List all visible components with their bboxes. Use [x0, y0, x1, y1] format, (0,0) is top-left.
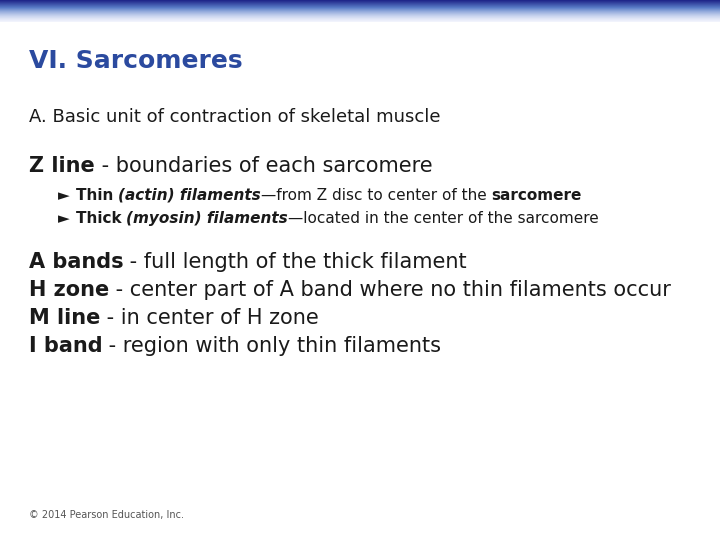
Text: - full length of the thick filament: - full length of the thick filament — [123, 252, 467, 272]
Text: —from Z disc to center of the: —from Z disc to center of the — [261, 188, 492, 203]
Text: H zone: H zone — [29, 280, 109, 300]
Text: sarcomere: sarcomere — [492, 188, 582, 203]
Text: Thick: Thick — [76, 211, 127, 226]
Text: (myosin) filaments: (myosin) filaments — [127, 211, 288, 226]
Text: M line: M line — [29, 308, 100, 328]
Text: ►: ► — [58, 188, 69, 203]
Text: (actin) filaments: (actin) filaments — [118, 188, 261, 203]
Text: - boundaries of each sarcomere: - boundaries of each sarcomere — [94, 156, 432, 176]
Text: - region with only thin filaments: - region with only thin filaments — [102, 336, 441, 356]
Text: VI. Sarcomeres: VI. Sarcomeres — [29, 49, 243, 72]
Text: A. Basic unit of contraction of skeletal muscle: A. Basic unit of contraction of skeletal… — [29, 107, 441, 125]
Text: ►: ► — [58, 211, 69, 226]
Text: - in center of H zone: - in center of H zone — [100, 308, 319, 328]
Text: I band: I band — [29, 336, 102, 356]
Text: Thin: Thin — [76, 188, 118, 203]
Text: - center part of A band where no thin filaments occur: - center part of A band where no thin fi… — [109, 280, 671, 300]
Text: Z line: Z line — [29, 156, 94, 176]
Text: © 2014 Pearson Education, Inc.: © 2014 Pearson Education, Inc. — [29, 510, 184, 521]
Text: —located in the center of the sarcomere: —located in the center of the sarcomere — [288, 211, 599, 226]
Text: A bands: A bands — [29, 252, 123, 272]
